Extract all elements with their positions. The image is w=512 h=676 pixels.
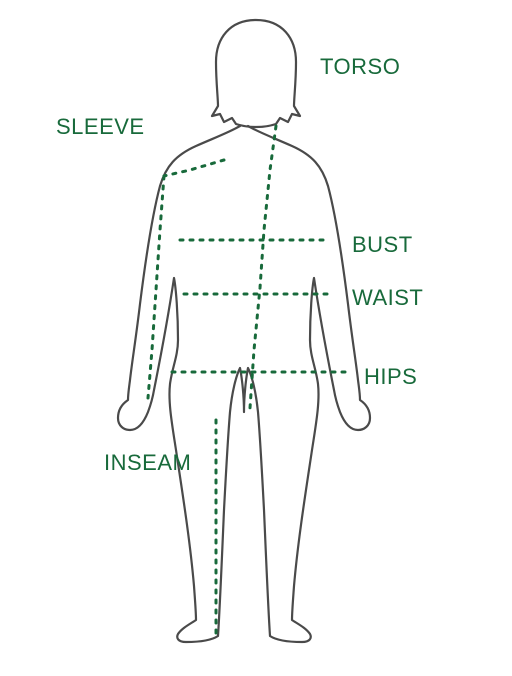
label-torso: TORSO — [320, 54, 400, 80]
label-bust: BUST — [352, 232, 413, 258]
label-hips: HIPS — [364, 364, 417, 390]
label-waist: WAIST — [352, 285, 423, 311]
measurement-diagram: TORSO SLEEVE BUST WAIST HIPS INSEAM — [0, 0, 512, 676]
torso-line — [250, 126, 276, 408]
body-outline — [0, 0, 512, 676]
label-sleeve: SLEEVE — [56, 114, 145, 140]
sleeve-line-lower — [148, 176, 164, 398]
label-inseam: INSEAM — [104, 450, 191, 476]
